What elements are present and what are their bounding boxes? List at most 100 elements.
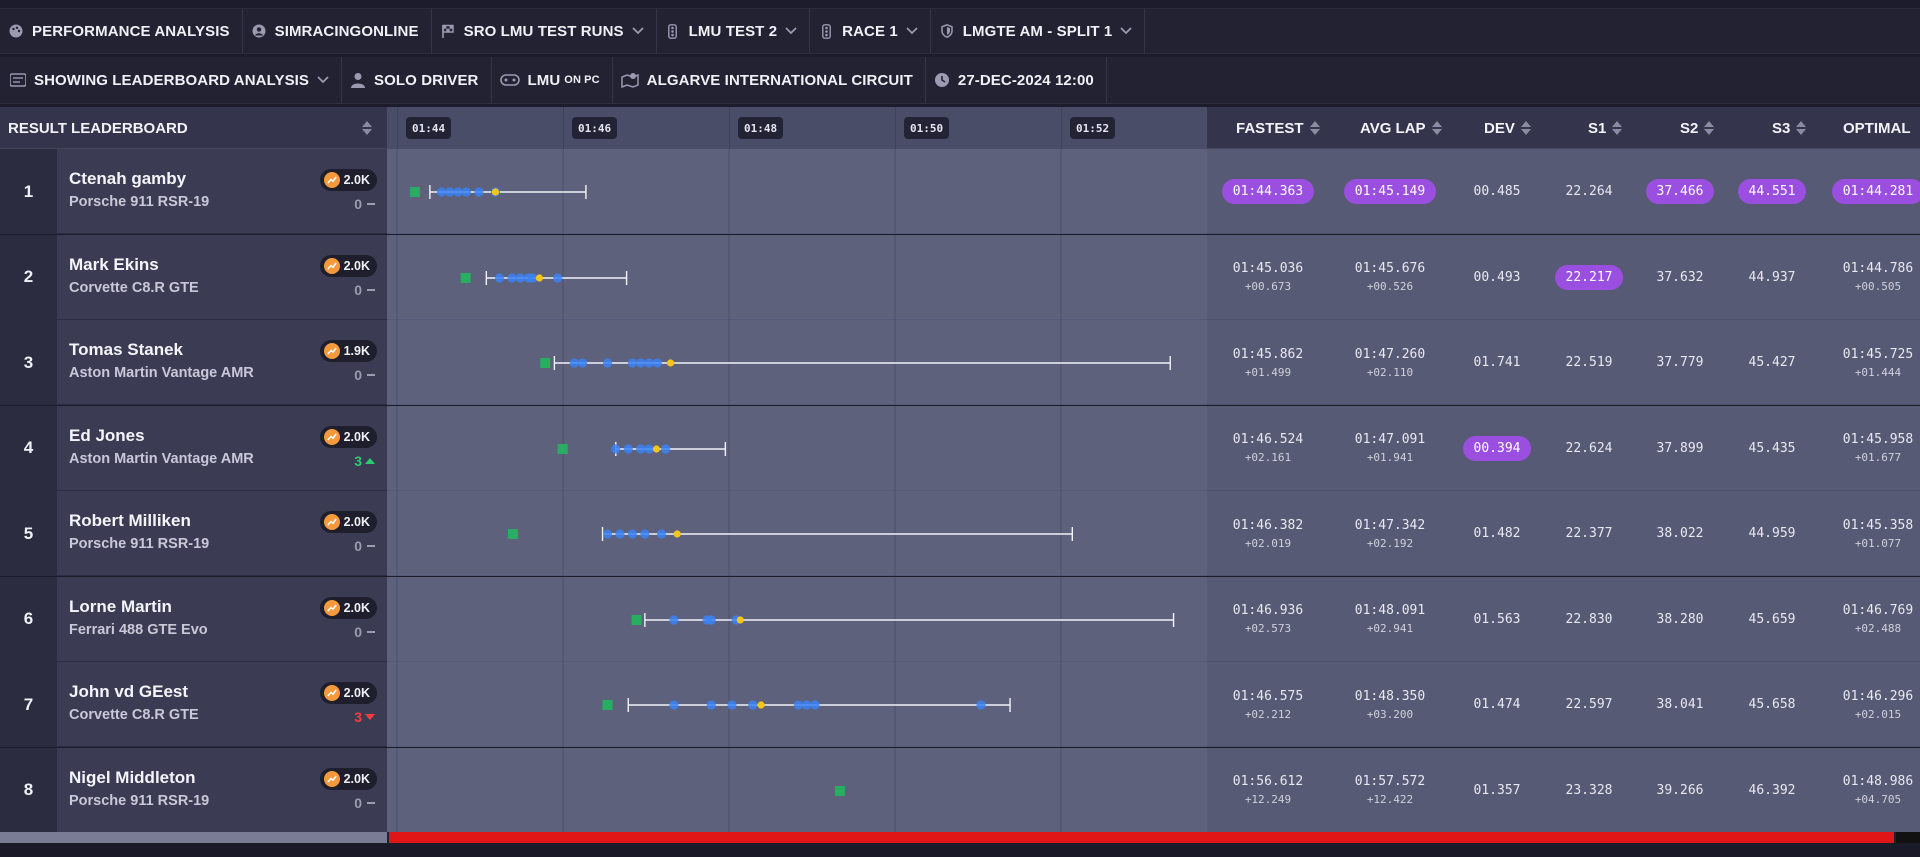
s3-cell: 45.659 [1712,577,1832,662]
position-change: 0 [354,624,375,640]
lap-distribution-cell [387,234,1207,320]
driver-cell[interactable]: Lorne Martin Ferrari 488 GTE Evo 2.0K 0 [57,576,387,662]
breadcrumb-item[interactable]: SRO LMU TEST RUNS [432,9,657,53]
s1-value: 23.328 [1565,782,1613,798]
clock-icon [934,72,950,88]
scrollbar-thumb[interactable] [389,832,1894,843]
triangle-down-icon [365,714,375,720]
s1-cell: 23.328 [1529,748,1649,833]
safety-rating-badge: 1.9K [319,340,377,362]
s3-cell: 45.435 [1712,406,1832,491]
driver-name[interactable]: John vd GEest [69,682,189,701]
s1-cell: 22.519 [1529,320,1649,405]
s2-cell: 38.022 [1620,491,1740,576]
lap-dot [578,358,588,368]
s2-value: 37.466 [1645,179,1715,204]
avg-gap: +01.941 [1366,451,1414,464]
lap-dot [602,358,613,368]
optimal-lap-marker [557,443,568,454]
dash-icon [367,203,375,205]
breadcrumb-item[interactable]: LMGTE AM - SPLIT 1 [931,9,1146,53]
avg-value: 01:57.572 [1354,774,1426,789]
driver-cell[interactable]: Ctenah gamby Porsche 911 RSR-19 2.0K 0 [57,149,387,234]
safety-rating-badge: 2.0K [319,511,377,533]
driver-mode: SOLO DRIVER [342,57,492,103]
s2-value: 37.632 [1656,269,1704,285]
header-avg-lap[interactable]: AVG LAP [1360,107,1442,149]
position-change: 3 [354,709,375,725]
breadcrumb-bar: PERFORMANCE ANALYSIS SIMRACINGONLINE SRO L… [0,8,1920,54]
driver-name[interactable]: Ctenah gamby [69,169,187,188]
fastest-gap: +01.499 [1244,365,1292,379]
driver-cell[interactable]: Tomas Stanek Aston Martin Vantage AMR 1.9K… [57,320,387,405]
table-row[interactable]: 3 Tomas Stanek Aston Martin Vantage AMR 1.9… [0,320,1920,405]
view-selector[interactable]: SHOWING LEADERBOARD ANALYSIS [0,57,343,103]
list-icon [10,72,26,88]
table-row[interactable]: 5 Robert Milliken Porsche 911 RSR-19 2.0K 0 0… [0,491,1920,576]
position-change: 0 [354,367,375,383]
header-s2[interactable]: S2 [1680,107,1715,149]
driver-name[interactable]: Tomas Stanek [69,340,184,359]
dev-value: 01.482 [1473,526,1521,541]
position-cell: 4 [0,405,57,491]
breadcrumb-item[interactable]: LMU TEST 2 [657,9,811,53]
header-dev[interactable]: DEV [1484,107,1531,149]
safety-rating-badge: 2.0K [319,767,377,790]
breadcrumb-item[interactable]: PERFORMANCE ANALYSIS [0,9,243,53]
optimal-lap-marker [460,272,471,283]
sort-icon [1309,121,1320,135]
fastest-cell: 01:56.612 +12.249 [1208,748,1328,833]
fastest-value: 01:45.036 [1232,261,1304,276]
table-row[interactable]: 4 Ed Jones Aston Martin Vantage AMR 2.0K 3 01… [0,405,1920,491]
lap-dot [627,358,637,368]
lap-dot [640,529,650,539]
breadcrumb-item[interactable]: SIMRACINGONLINE [243,9,432,53]
lap-dot [627,529,637,539]
table-row[interactable]: 8 Nigel Middleton Porsche 911 RSR-19 2.0K 0 0… [0,747,1920,833]
optimal-value: 01:48.986 [1842,774,1914,789]
header-leaderboard[interactable]: RESULT LEADERBOARD [8,107,378,149]
optimal-lap-marker [631,614,642,625]
dev-cell: 01.482 [1437,491,1557,576]
header-s3-label: S3 [1772,119,1791,137]
lap-distribution-plot [396,576,1175,662]
avg-cell: 01:48.091 +02.941 [1330,577,1450,662]
driver-name[interactable]: Lorne Martin [69,596,172,616]
avg-cell: 01:48.350 +03.200 [1330,662,1450,747]
average-lap-dot [491,188,500,196]
s3-value: 45.435 [1748,440,1796,456]
avg-cell: 01:47.342 +02.192 [1330,491,1450,576]
driver-name[interactable]: Nigel Middleton [69,767,196,787]
lap-dot [727,700,737,710]
s3-value: 44.551 [1737,179,1807,204]
position-change-value: 3 [354,452,362,469]
dev-value: 00.485 [1473,184,1521,199]
header-fastest[interactable]: FASTEST [1236,107,1320,149]
table-row[interactable]: 1 Ctenah gamby Porsche 911 RSR-19 2.0K 0 01:4… [0,149,1920,234]
optimal-gap: +04.705 [1854,793,1902,806]
driver-name[interactable]: Mark Ekins [69,254,159,274]
driver-cell[interactable]: Ed Jones Aston Martin Vantage AMR 2.0K 3 [57,405,387,491]
stats-cells: 01:45.862 +01.499 01:47.260 +02.110 01.741 22… [1207,320,1920,405]
table-row[interactable]: 6 Lorne Martin Ferrari 488 GTE Evo 2.0K 0 01:… [0,576,1920,662]
driver-name[interactable]: Ed Jones [69,425,145,445]
breadcrumb-item[interactable]: RACE 1 [810,9,931,53]
dev-cell: 01.563 [1437,577,1557,662]
horizontal-scrollbar[interactable] [0,832,1920,843]
fastest-cell: 01:46.575 +02.212 [1208,662,1328,747]
driver-cell[interactable]: Mark Ekins Corvette C8.R GTE 2.0K 0 [57,234,387,320]
table-row[interactable]: 7 John vd GEest Corvette C8.R GTE 2.0K 3 01:4… [0,662,1920,747]
driver-cell[interactable]: John vd GEest Corvette C8.R GTE 2.0K 3 [57,662,387,747]
s3-value: 45.659 [1748,611,1796,627]
dash-icon [367,288,375,291]
header-s1[interactable]: S1 [1588,107,1623,149]
driver-cell[interactable]: Robert Milliken Porsche 911 RSR-19 2.0K 0 [57,491,387,576]
driver-cell[interactable]: Nigel Middleton Porsche 911 RSR-19 2.0K 0 [57,747,387,833]
table-row[interactable]: 2 Mark Ekins Corvette C8.R GTE 2.0K 0 01:45.0… [0,234,1920,320]
optimal-cell: 01:46.296 +02.015 [1818,662,1920,747]
trend-up-icon [323,257,340,274]
header-s3[interactable]: S3 [1772,107,1807,149]
s3-value: 44.959 [1748,526,1796,541]
header-optimal[interactable]: OPTIMAL [1843,107,1911,149]
driver-name[interactable]: Robert Milliken [69,511,191,530]
